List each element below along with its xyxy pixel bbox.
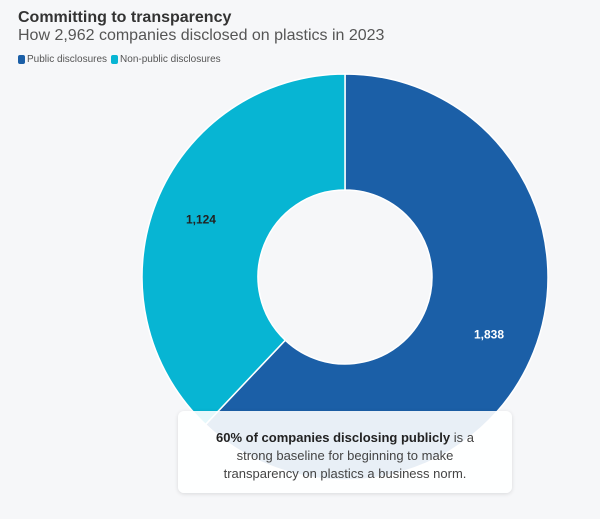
data-label-1: 1,124 bbox=[186, 213, 216, 227]
data-label-0: 1,838 bbox=[474, 327, 504, 341]
chart-title: Committing to transparency bbox=[18, 9, 232, 26]
legend-item-nonpublic[interactable]: Non-public disclosures bbox=[111, 54, 221, 65]
annotation-box: 60% of companies disclosing publicly is … bbox=[178, 411, 512, 493]
legend: Public disclosures Non-public disclosure… bbox=[18, 54, 221, 65]
annotation-highlight: 60% of companies disclosing publicly bbox=[216, 430, 451, 445]
legend-swatch-nonpublic bbox=[111, 55, 119, 64]
legend-swatch-public bbox=[18, 55, 25, 64]
slice-1[interactable] bbox=[141, 73, 346, 426]
annotation-text: is a strong baseline for beginning to ma… bbox=[223, 430, 474, 481]
legend-label: Non-public disclosures bbox=[120, 54, 221, 65]
legend-item-public[interactable]: Public disclosures bbox=[18, 54, 107, 65]
legend-label: Public disclosures bbox=[27, 54, 108, 65]
chart-subtitle: How 2,962 companies disclosed on plastic… bbox=[18, 27, 385, 44]
